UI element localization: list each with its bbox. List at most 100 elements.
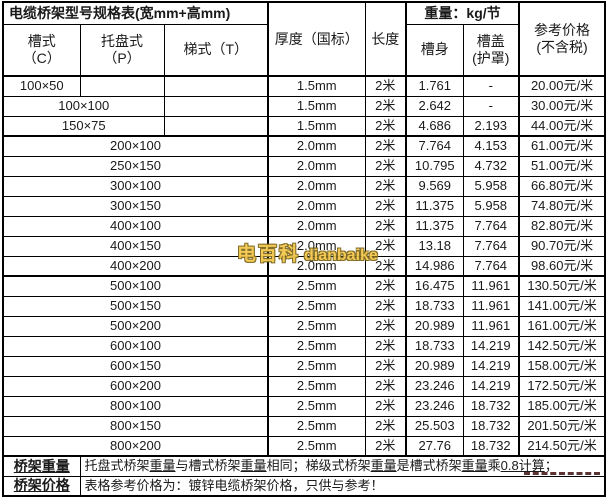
body-weight-cell: 10.795 (405, 155, 464, 177)
body-weight-cell: 23.246 (405, 375, 464, 397)
thickness-cell: 2.0mm (267, 255, 366, 277)
note-plain-text: 托盘式桥架 (84, 458, 150, 474)
body-weight-cell: 18.733 (405, 295, 464, 317)
spec-cell: 500×100 (2, 275, 269, 297)
price-cell: 90.70元/米 (518, 235, 606, 257)
note-link-text[interactable]: 重量 (149, 458, 176, 474)
price-cell: 141.00元/米 (518, 295, 606, 317)
cover-weight-cell: 5.958 (462, 195, 520, 217)
length-cell: 2米 (364, 175, 407, 197)
note-plain-text: 表格参考价格为：镀锌电缆桥架价格，只供与参考！ (84, 477, 384, 493)
spec-row: 800×200 2.5mm 2米 27.76 18.732 214.50元/米 (2, 435, 606, 457)
note-text: 表格参考价格为：镀锌电缆桥架价格，只供与参考！ (79, 475, 606, 497)
body-weight-cell: 16.475 (405, 275, 464, 297)
note-text: 托盘式桥架重量与槽式桥架重量相同；梯级式桥架重量是槽式桥架重量乘0.8计算； (79, 455, 606, 477)
spec-row: 600×100 2.5mm 2米 18.733 14.219 142.50元/米 (2, 335, 606, 357)
length-cell: 2米 (364, 75, 407, 97)
cover-weight-cell: 7.764 (462, 255, 520, 277)
spec-row: 600×200 2.5mm 2米 23.246 14.219 172.50元/米 (2, 375, 606, 397)
price-cell: 161.00元/米 (518, 315, 606, 337)
col-header-weight-group: 重量：kg/节 (405, 1, 520, 25)
spec-cell: 200×100 (2, 135, 269, 157)
length-cell: 2米 (364, 375, 407, 397)
body-weight-cell: 1.761 (405, 75, 464, 97)
cover-weight-cell: 18.732 (462, 395, 520, 417)
spec-row: 800×150 2.5mm 2米 25.503 18.732 201.50元/米 (2, 415, 606, 437)
price-cell: 74.80元/米 (518, 195, 606, 217)
cover-weight-cell: 14.219 (462, 355, 520, 377)
note-link-text[interactable]: 重量 (461, 458, 488, 474)
cover-weight-cell: - (462, 95, 520, 117)
spec-row: 400×150 2.0mm 2米 13.18 7.764 90.70元/米 (2, 235, 606, 257)
thickness-cell: 2.5mm (267, 295, 366, 317)
body-weight-cell: 7.764 (405, 135, 464, 157)
col-header-ladder: 梯式（T） (163, 23, 269, 77)
spec-row: 400×100 2.0mm 2米 11.375 7.764 82.80元/米 (2, 215, 606, 237)
thickness-cell: 1.5mm (267, 95, 366, 117)
spec-row: 100×50 1.5mm 2米 1.761-20.00元/米 (2, 75, 606, 97)
spec-row: 300×150 2.0mm 2米 11.375 5.958 74.80元/米 (2, 195, 606, 217)
length-cell: 2米 (364, 255, 407, 277)
body-weight-cell: 23.246 (405, 395, 464, 417)
col-header-tray: 托盘式 （P） (79, 23, 165, 77)
spec-row: 200×100 2.0mm 2米 7.764 4.153 61.00元/米 (2, 135, 606, 157)
cover-weight-cell: 18.732 (462, 415, 520, 437)
price-cell: 20.00元/米 (518, 75, 606, 97)
length-cell: 2米 (364, 95, 407, 117)
thickness-cell: 2.0mm (267, 135, 366, 157)
spec-empty-cell (163, 75, 269, 97)
spec-cell: 400×100 (2, 215, 269, 237)
price-cell: 61.00元/米 (518, 135, 606, 157)
spec-row: 150×75 1.5mm 2米 4.686 2.193 44.00元/米 (2, 115, 606, 137)
spec-cell: 600×100 (2, 335, 269, 357)
spec-tbody: 100×50 1.5mm 2米 1.761-20.00元/米 100×100 1.5mm 2… (2, 75, 606, 457)
sub-header-row: 槽式 （C） 托盘式 （P） 梯式（T） 槽身 槽盖 (护罩) (2, 23, 605, 77)
thickness-cell: 2.5mm (267, 415, 366, 437)
price-cell: 82.80元/米 (518, 215, 606, 237)
cover-weight-cell: 14.219 (462, 375, 520, 397)
spec-empty-cell (79, 75, 165, 97)
length-cell: 2米 (364, 355, 407, 377)
note-link-text[interactable]: 重量 (240, 458, 267, 474)
body-weight-cell: 14.986 (405, 255, 464, 277)
cover-weight-cell: 18.732 (462, 435, 520, 457)
spec-row: 800×100 2.5mm 2米 23.246 18.732 185.00元/米 (2, 395, 606, 417)
cover-weight-cell: 7.764 (462, 215, 520, 237)
note-plain-text: 是槽式桥架 (396, 458, 462, 474)
spec-cell: 500×200 (2, 315, 269, 337)
spec-cell: 250×150 (2, 155, 269, 177)
thickness-cell: 2.5mm (267, 275, 366, 297)
price-cell: 185.00元/米 (518, 395, 606, 417)
spec-row: 400×200 2.0mm 2米 14.986 7.764 98.60元/米 (2, 255, 606, 277)
spec-row: 600×150 2.5mm 2米 20.989 14.219 158.00元/米 (2, 355, 606, 377)
length-cell: 2米 (364, 415, 407, 437)
spec-cell: 300×150 (2, 195, 269, 217)
spec-row: 300×100 2.0mm 2米 9.569 5.958 66.80元/米 (2, 175, 606, 197)
title-row: 电缆桥架型号规格表(宽mm+高mm) 厚度（国标） 长度 重量：kg/节 参考价… (2, 1, 606, 77)
thickness-cell: 2.0mm (267, 235, 366, 257)
price-cell: 130.50元/米 (518, 275, 606, 297)
length-cell: 2米 (364, 195, 407, 217)
spec-cell: 400×200 (2, 255, 269, 277)
price-cell: 66.80元/米 (518, 175, 606, 197)
price-cell: 30.00元/米 (518, 95, 606, 117)
spec-empty-cell (163, 95, 269, 117)
cover-weight-cell: 7.764 (462, 235, 520, 257)
body-weight-cell: 25.503 (405, 415, 464, 437)
spec-cell: 500×150 (2, 295, 269, 317)
note-label: 桥架价格 (2, 475, 81, 497)
note-link-text[interactable]: 重量 (370, 458, 397, 474)
length-cell: 2米 (364, 155, 407, 177)
cover-weight-cell: 11.961 (462, 275, 520, 297)
spec-cell: 800×150 (2, 415, 269, 437)
spec-cell: 400×150 (2, 235, 269, 257)
col-header-price: 参考价格 (不含税) (518, 1, 606, 77)
col-header-thickness: 厚度（国标） (267, 1, 366, 77)
cover-weight-cell: 11.961 (462, 315, 520, 337)
length-cell: 2米 (364, 315, 407, 337)
thickness-cell: 2.5mm (267, 375, 366, 397)
red-dash-artifact (524, 472, 600, 475)
note-link-text[interactable]: 0.8计算 (500, 458, 545, 474)
spec-row: 250×150 2.0mm 2米 10.795 4.732 51.00元/米 (2, 155, 606, 177)
